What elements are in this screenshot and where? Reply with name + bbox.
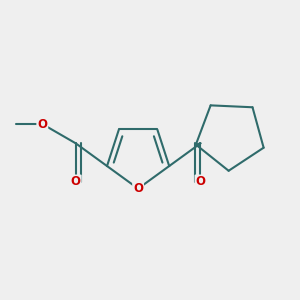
Text: O: O [133, 182, 143, 195]
Text: O: O [37, 118, 47, 130]
Text: O: O [196, 176, 206, 188]
Text: O: O [71, 176, 81, 188]
